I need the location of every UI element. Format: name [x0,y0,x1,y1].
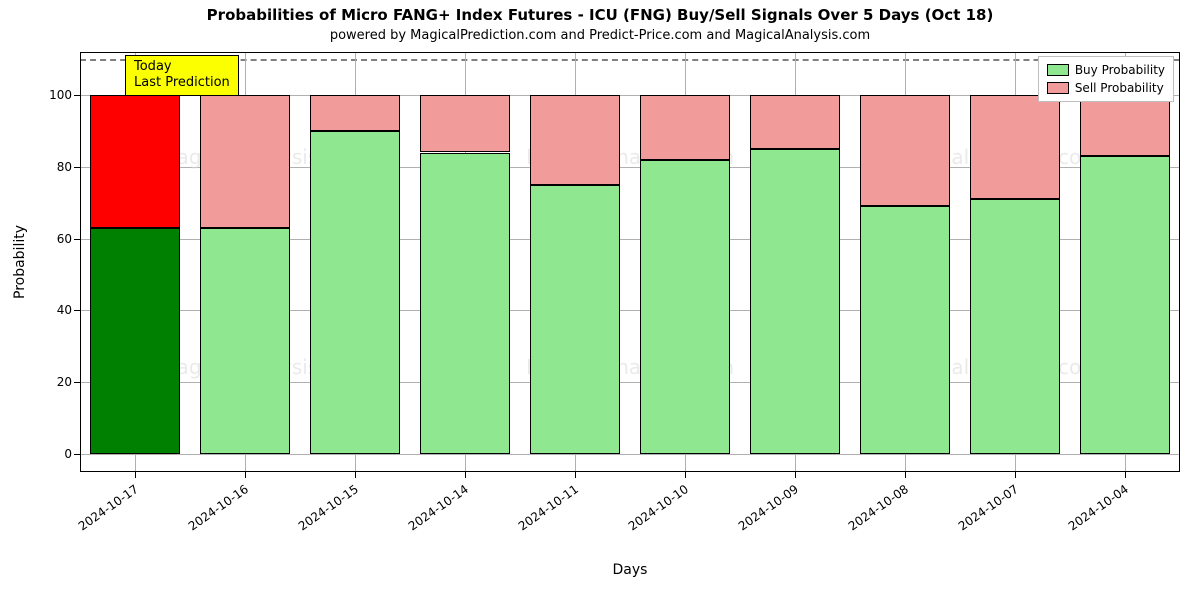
bar-buy [750,149,840,454]
x-tick-label: 2024-10-08 [846,482,911,533]
legend-swatch [1047,82,1069,94]
x-tick-label: 2024-10-09 [736,482,801,533]
legend-label: Buy Probability [1075,61,1165,79]
x-tick-mark [905,472,906,478]
x-tick-label: 2024-10-17 [76,482,141,533]
y-tick-mark [74,95,80,96]
x-tick-label: 2024-10-14 [406,482,471,533]
y-tick-mark [74,167,80,168]
x-tick-mark [135,472,136,478]
x-tick-label: 2024-10-11 [516,482,581,533]
x-tick-label: 2024-10-16 [186,482,251,533]
x-tick-label: 2024-10-15 [296,482,361,533]
y-tick-mark [74,239,80,240]
bar-sell [90,95,180,228]
legend-label: Sell Probability [1075,79,1164,97]
bar-buy [640,160,730,454]
y-tick-label: 100 [49,88,72,102]
bar-buy [200,228,290,454]
bar-sell [750,95,840,149]
chart-title: Probabilities of Micro FANG+ Index Futur… [0,6,1200,24]
bar-sell [860,95,950,206]
y-tick-label: 20 [57,375,72,389]
x-tick-mark [1125,472,1126,478]
y-tick-mark [74,310,80,311]
x-tick-mark [245,472,246,478]
bar-buy [1080,156,1170,454]
x-tick-label: 2024-10-07 [956,482,1021,533]
bar-sell [970,95,1060,199]
x-tick-mark [1015,472,1016,478]
bar-buy [420,153,510,455]
bar-sell [530,95,620,185]
x-tick-mark [685,472,686,478]
today-annotation-line: Today [134,59,230,75]
chart-subtitle: powered by MagicalPrediction.com and Pre… [0,28,1200,43]
x-tick-label: 2024-10-04 [1066,482,1131,533]
legend-item: Sell Probability [1047,79,1165,97]
chart-container: Probabilities of Micro FANG+ Index Futur… [0,0,1200,600]
bar-sell [640,95,730,160]
x-tick-mark [795,472,796,478]
today-annotation: TodayLast Prediction [125,55,239,96]
x-tick-mark [465,472,466,478]
bar-buy [90,228,180,454]
bar-buy [860,206,950,454]
x-tick-mark [575,472,576,478]
x-tick-mark [355,472,356,478]
bar-buy [310,131,400,454]
y-tick-mark [74,454,80,455]
y-axis-label: Probability [12,225,28,299]
y-tick-label: 60 [57,232,72,246]
y-tick-label: 40 [57,303,72,317]
today-annotation-line: Last Prediction [134,75,230,91]
bar-sell [200,95,290,228]
y-tick-mark [74,382,80,383]
bar-buy [530,185,620,454]
y-tick-label: 80 [57,160,72,174]
bar-buy [970,199,1060,454]
x-tick-label: 2024-10-10 [626,482,691,533]
bar-sell [310,95,400,131]
legend: Buy ProbabilitySell Probability [1038,56,1174,102]
bar-sell [420,95,510,152]
plot-area: 020406080100MagicalAnalysis.comMagicalAn… [80,52,1180,472]
x-axis-label: Days [613,562,648,578]
legend-item: Buy Probability [1047,61,1165,79]
y-tick-label: 0 [64,447,72,461]
bar-sell [1080,95,1170,156]
legend-swatch [1047,64,1069,76]
